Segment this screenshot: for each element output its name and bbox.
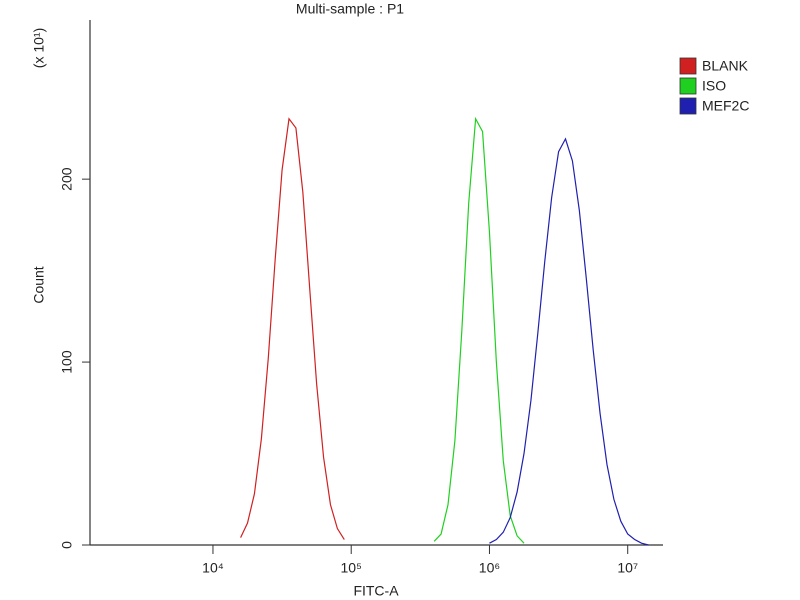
y-multiplier: (x 10¹) <box>31 28 47 68</box>
y-tick-label: 200 <box>59 167 75 191</box>
x-tick-label: 10⁶ <box>479 560 500 576</box>
x-tick-label: 10⁷ <box>617 560 638 576</box>
y-tick-label: 100 <box>59 350 75 374</box>
legend-swatch <box>679 97 697 115</box>
legend-swatch <box>679 57 697 75</box>
y-axis-label: Count <box>31 266 47 303</box>
x-tick-label: 10⁴ <box>202 560 224 576</box>
histogram-line <box>489 137 649 546</box>
y-tick-label: 0 <box>59 541 75 549</box>
chart-title: Multi-sample : P1 <box>296 1 404 17</box>
legend-swatch <box>679 77 697 95</box>
histogram-line <box>433 116 525 544</box>
legend-label: ISO <box>702 78 726 94</box>
legend-label: MEF2C <box>702 98 749 114</box>
legend-label: BLANK <box>702 58 749 74</box>
x-tick-label: 10⁵ <box>341 560 362 576</box>
histogram-line <box>240 117 345 540</box>
x-axis-label: FITC-A <box>353 583 399 599</box>
